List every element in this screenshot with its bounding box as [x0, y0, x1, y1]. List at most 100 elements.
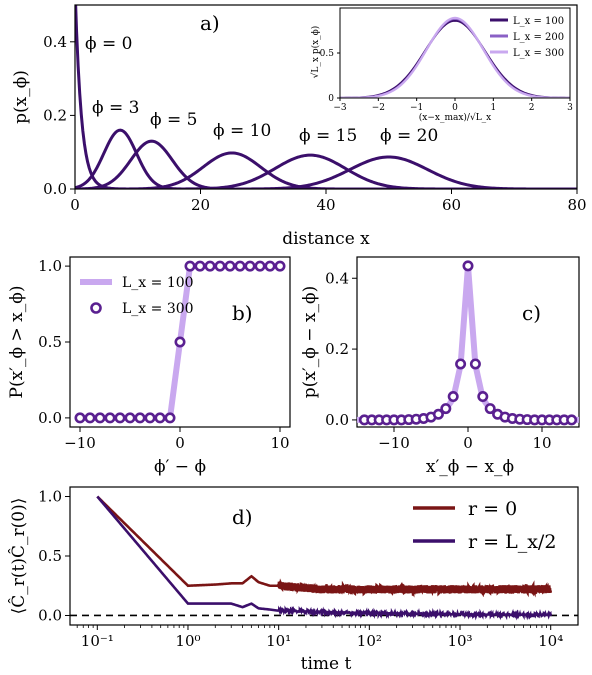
panel-d-y-tick-label: 1.0 [38, 488, 62, 506]
panel-a-x-tick-label: 60 [442, 196, 461, 214]
panel-b-point [204, 260, 216, 272]
inset-x-tick-label: −2 [372, 103, 385, 113]
inset-legend-label-100: L_x = 100 [513, 16, 564, 27]
panel-b-point [184, 260, 196, 272]
panel-c-point [477, 391, 489, 403]
annotation-phi-10: ϕ = 10 [213, 121, 271, 141]
panel-c-x-tick-label: 0 [463, 434, 473, 452]
panel-a-x-tick-label: 20 [191, 196, 210, 214]
panel-d-x-tick-label: 10⁰ [175, 632, 200, 650]
legend-r0-label: r = 0 [468, 498, 517, 520]
panel-c-point [440, 403, 452, 415]
panel-d-x-tick-label: 10³ [447, 632, 472, 650]
panel-a-y-tick-label: 0.2 [43, 106, 67, 124]
panel-b-point [264, 260, 276, 272]
panel-b-point [164, 412, 176, 424]
panel-b-ylabel: P(x′_ϕ > x_ϕ) [7, 286, 27, 399]
legend-rhalf-label: r = L_x/2 [468, 531, 556, 553]
panel-b-point [104, 412, 116, 424]
curve-phi-15 [75, 153, 577, 189]
panel-c-line [356, 262, 580, 423]
panel-b: −10 0 100.00.51.0 b) ϕ′ − ϕ P(x′_ϕ > x_ϕ) … [7, 256, 291, 477]
panel-b-xlabel: ϕ′ − ϕ [154, 457, 206, 477]
panel-a-y-tick-label: 0.4 [43, 33, 67, 51]
panel-a: 0 20 40 60 800.00.20.4 a) distance x p(x_ϕ) … [11, 4, 587, 249]
panel-b-x-tick-label: 0 [175, 434, 185, 452]
panel-b-point [194, 260, 206, 272]
annotation-phi-5: ϕ = 5 [150, 110, 197, 130]
panel-b-legend: L_x = 100 L_x = 300 [80, 275, 194, 317]
legend-circle-label: L_x = 300 [122, 301, 194, 317]
panel-d-x-tick-label: 10¹ [266, 632, 291, 650]
panel-c-point [566, 414, 578, 426]
legend-circle-swatch [90, 302, 102, 314]
panel-b-point [94, 412, 106, 424]
panel-c-y-tick-label: 0.4 [325, 269, 349, 287]
panel-a-ylabel: p(x_ϕ) [11, 70, 31, 124]
panel-b-point [114, 412, 126, 424]
inset-x-tick-label: 2 [529, 103, 535, 113]
panel-b-point [154, 412, 166, 424]
panel-d-x-tick-label: 10⁻¹ [81, 632, 114, 650]
panel-d-ylabel: ⟨Ĉ_r(t)Ĉ_r(0)⟩ [8, 498, 29, 615]
legend-line-label: L_x = 100 [122, 275, 194, 291]
panel-b-y-tick-label: 1.0 [38, 257, 62, 275]
panel-a-x-tick-label: 80 [567, 196, 586, 214]
panel-a-x-tick-label: 0 [70, 196, 80, 214]
panel-a-label: a) [200, 11, 220, 35]
inset-y-tick-label: 0 [328, 94, 334, 104]
panel-b-point [224, 260, 236, 272]
panel-c-y-tick-label: 0.0 [325, 411, 349, 429]
panel-c-label: c) [522, 301, 541, 325]
panel-a-inset: −3 −2 −1 0 1 2 3 0 0.5 (x−x_max)/√L_x √L_x p(x_ϕ… [310, 7, 573, 123]
panel-c-point [432, 408, 444, 420]
panel-c-x-tick-label: −10 [378, 434, 410, 452]
panel-d-label: d) [232, 505, 253, 529]
inset-ylabel: √L_x p(x_ϕ) [310, 26, 321, 79]
annotation-phi-15: ϕ = 15 [299, 126, 357, 146]
panel-c: −10 0 10 0.0 0.2 0.4 c) x′_ϕ − x_ϕ p(x′_ϕ − x… [300, 256, 580, 477]
panel-c-xlabel: x′_ϕ − x_ϕ [426, 457, 514, 477]
panel-b-point [84, 412, 96, 424]
panel-c-point [484, 403, 496, 415]
inset-x-tick-label: 1 [490, 103, 496, 113]
panel-d-x-tick-label: 10⁴ [538, 632, 563, 650]
inset-legend: L_x = 100 L_x = 200 L_x = 300 [490, 16, 564, 59]
panel-c-point [455, 358, 467, 370]
panel-c-x-tick-label: 10 [532, 434, 551, 452]
panel-d-legend: r = 0 r = L_x/2 [413, 498, 556, 553]
panel-b-x-tick-label: 10 [270, 434, 289, 452]
panel-c-point [447, 391, 459, 403]
panel-d-x-tick-label: 10² [357, 632, 382, 650]
panel-b-point [124, 412, 136, 424]
panel-d-y-tick-label: 0.0 [38, 606, 62, 624]
panel-c-ylabel: p(x′_ϕ − x_ϕ) [300, 286, 320, 398]
panel-c-point [469, 358, 481, 370]
inset-x-tick-label: −1 [410, 103, 423, 113]
panel-b-label: b) [232, 301, 253, 325]
annotation-phi-20: ϕ = 20 [380, 126, 438, 146]
panel-c-y-tick-label: 0.2 [325, 340, 349, 358]
panel-b-point [214, 260, 226, 272]
panel-b-point [134, 412, 146, 424]
panel-a-xlabel: distance x [282, 229, 370, 249]
curve-phi-3 [75, 128, 577, 189]
inset-curve-2 [340, 16, 570, 98]
inset-y-tick-label: 0.5 [320, 49, 335, 59]
inset-x-tick-label: 0 [452, 103, 458, 113]
inset-x-tick-label: 3 [567, 103, 573, 113]
panel-b-point [234, 260, 246, 272]
panel-c-point [462, 260, 474, 272]
annotation-phi-0: ϕ = 0 [85, 34, 132, 54]
panel-b-point [174, 336, 186, 348]
inset-legend-label-200: L_x = 200 [513, 32, 564, 43]
panel-d-xlabel: time t [301, 654, 352, 674]
panel-b-x-tick-label: −10 [64, 434, 96, 452]
panel-b-point [144, 412, 156, 424]
panel-d-series-0 [96, 495, 552, 598]
inset-xlabel: (x−x_max)/√L_x [419, 112, 492, 123]
panel-b-point [254, 260, 266, 272]
panel-b-y-tick-label: 0.0 [38, 409, 62, 427]
curve-phi-20 [75, 155, 577, 189]
